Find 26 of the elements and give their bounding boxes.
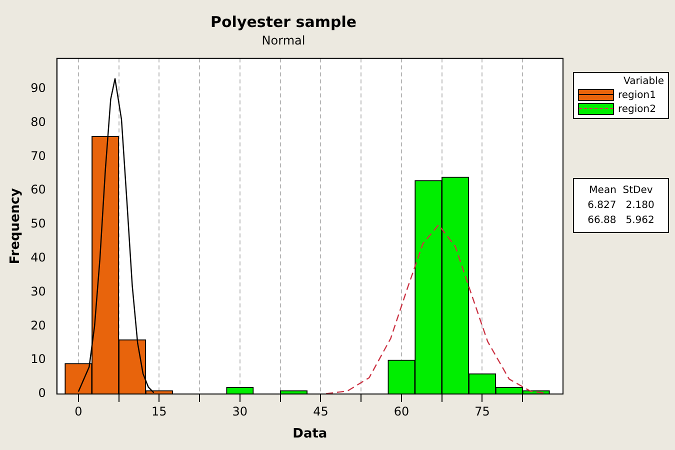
- text: 6.827 2.180: [586, 199, 656, 213]
- y-tick-label: 20: [30, 318, 46, 332]
- text: Mean StDev: [588, 184, 654, 198]
- y-tick-label: 30: [30, 284, 46, 298]
- y-tick-label: 70: [30, 148, 46, 163]
- x-tick-label: 75: [474, 404, 490, 418]
- x-tick-label: 0: [74, 404, 82, 418]
- x-tick-label: 15: [152, 404, 167, 418]
- x-tick-label: 60: [394, 404, 410, 418]
- y-tick-label: 60: [30, 182, 46, 197]
- x-axis-title: Data: [292, 426, 328, 442]
- y-tick-label: 40: [30, 250, 46, 265]
- chart-subtitle: Normal: [262, 33, 306, 48]
- y-tick-label: 80: [30, 114, 46, 129]
- chart-title: Polyester sample: [210, 12, 357, 31]
- y-tick-label: 50: [30, 216, 46, 231]
- y-axis-title: Frequency: [8, 188, 24, 264]
- y-tick-label: 0: [38, 386, 46, 400]
- y-tick-label: 10: [30, 352, 46, 366]
- legend-label: region1: [618, 90, 656, 100]
- x-tick-label: 30: [232, 404, 248, 418]
- legend-title: Variable: [622, 76, 664, 87]
- text: 66.88 5.962: [586, 214, 656, 228]
- x-tick-label: 45: [313, 404, 328, 418]
- y-tick-label: 90: [30, 81, 46, 96]
- legend-label: region2: [618, 104, 656, 114]
